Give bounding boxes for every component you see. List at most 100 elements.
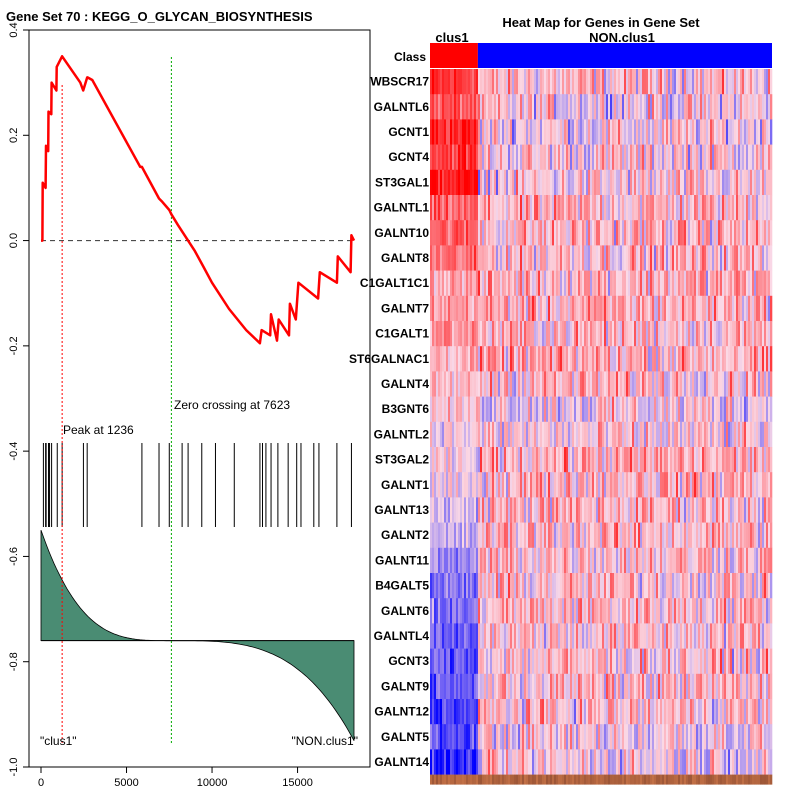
heat-map-cell <box>606 295 609 322</box>
heat-map-cell <box>638 724 641 750</box>
y-axis-tick-label: -0.2 <box>8 336 20 355</box>
heat-map-cell <box>564 648 567 675</box>
heat-map-cell <box>580 497 583 523</box>
heat-map-cell <box>632 220 635 246</box>
heat-map-cell <box>732 699 735 725</box>
heat-map-cell <box>702 371 705 397</box>
heat-map-cell <box>554 547 557 574</box>
heat-map-cell <box>688 270 691 297</box>
heat-map-cell <box>712 346 715 372</box>
heat-map-cell <box>740 69 743 95</box>
heat-map-cell <box>606 94 609 120</box>
heat-map-cell <box>608 547 611 574</box>
heat-map-cell <box>434 169 437 196</box>
heat-map-cell <box>708 295 711 322</box>
heat-map-cell <box>692 119 695 145</box>
heat-map-cell <box>732 421 735 448</box>
heat-map-cell <box>580 648 583 675</box>
heat-map-cell <box>626 69 629 95</box>
heat-map-cell <box>536 245 539 271</box>
heat-map-cell <box>768 673 771 700</box>
heat-map-cell <box>618 749 621 775</box>
heat-map-cell <box>758 321 761 347</box>
heat-map-cell <box>678 220 681 246</box>
heat-map-cell <box>744 573 747 599</box>
heat-map-cell <box>704 749 707 775</box>
heat-map-cell <box>644 724 647 750</box>
heat-map-cell <box>726 119 729 145</box>
heat-map-cell <box>518 472 521 498</box>
heat-map-cell <box>770 396 773 423</box>
heat-map-cell <box>488 598 491 624</box>
heat-map-cell <box>434 573 437 599</box>
heat-map-cell <box>700 421 703 448</box>
heat-map-cell <box>496 346 499 372</box>
heat-map-cell <box>458 447 461 473</box>
heat-map-cell <box>642 295 645 322</box>
heat-map-cell <box>736 497 739 523</box>
heat-map-cell <box>682 169 685 196</box>
heat-map-cell <box>754 724 757 750</box>
heat-map-cell <box>764 69 767 95</box>
heat-map-cell <box>714 220 717 246</box>
heat-map-cell <box>646 195 649 221</box>
heat-map-cell <box>740 547 743 574</box>
heat-map-cell <box>588 623 591 649</box>
heat-map-cell <box>616 573 619 599</box>
heat-map-cell <box>464 144 467 171</box>
heat-map-cell <box>506 522 509 549</box>
heat-map-cell <box>610 598 613 624</box>
heat-map-cell <box>598 623 601 649</box>
heat-map-cell <box>456 623 459 649</box>
heat-map-cell <box>660 195 663 221</box>
heat-map-cell <box>594 724 597 750</box>
heat-map-cell <box>534 699 537 725</box>
heat-map-cell <box>680 447 683 473</box>
heat-map-cell <box>554 195 557 221</box>
heat-map-cell <box>608 472 611 498</box>
heat-map-cell <box>662 749 665 775</box>
heat-map-cell <box>668 447 671 473</box>
heat-map-footer-cell <box>484 774 487 785</box>
heat-map-cell <box>758 421 761 448</box>
heat-map-cell <box>742 724 745 750</box>
heat-map-cell <box>734 447 737 473</box>
heat-map-cell <box>716 195 719 221</box>
heat-map-cell <box>612 169 615 196</box>
heat-map-cell <box>752 522 755 549</box>
heat-map-cell <box>678 497 681 523</box>
heat-map-cell <box>698 69 701 95</box>
heat-map-cell <box>664 295 667 322</box>
heat-map-cell <box>680 220 683 246</box>
heat-map-cell <box>546 346 549 372</box>
heat-map-cell <box>690 598 693 624</box>
heat-map-cell <box>538 119 541 145</box>
heat-map-cell <box>576 598 579 624</box>
heat-map-cell <box>586 547 589 574</box>
heat-map-cell <box>484 270 487 297</box>
heat-map-cell <box>486 522 489 549</box>
heat-map-row <box>430 522 773 549</box>
heat-map-cell <box>736 447 739 473</box>
heat-map-cell <box>486 119 489 145</box>
heat-map-cell <box>764 220 767 246</box>
heat-map-cell <box>682 749 685 775</box>
heat-map-cell <box>504 623 507 649</box>
heat-map-cell <box>750 245 753 271</box>
heat-map-cell <box>624 195 627 221</box>
heat-map-cell <box>470 144 473 171</box>
heat-map-cell <box>666 371 669 397</box>
heat-map-cell <box>748 673 751 700</box>
heat-map-cell <box>450 623 453 649</box>
heat-map-cell <box>440 119 443 145</box>
heat-map-cell <box>676 547 679 574</box>
heat-map-cell <box>654 573 657 599</box>
heat-map-cell <box>604 699 607 725</box>
gene-row-label: GALNT12 <box>374 705 429 719</box>
heat-map-cell <box>626 447 629 473</box>
heat-map-cell <box>624 598 627 624</box>
heat-map-cell <box>752 472 755 498</box>
heat-map-cell <box>540 94 543 120</box>
heat-map-cell <box>484 421 487 448</box>
heat-map-cell <box>516 195 519 221</box>
